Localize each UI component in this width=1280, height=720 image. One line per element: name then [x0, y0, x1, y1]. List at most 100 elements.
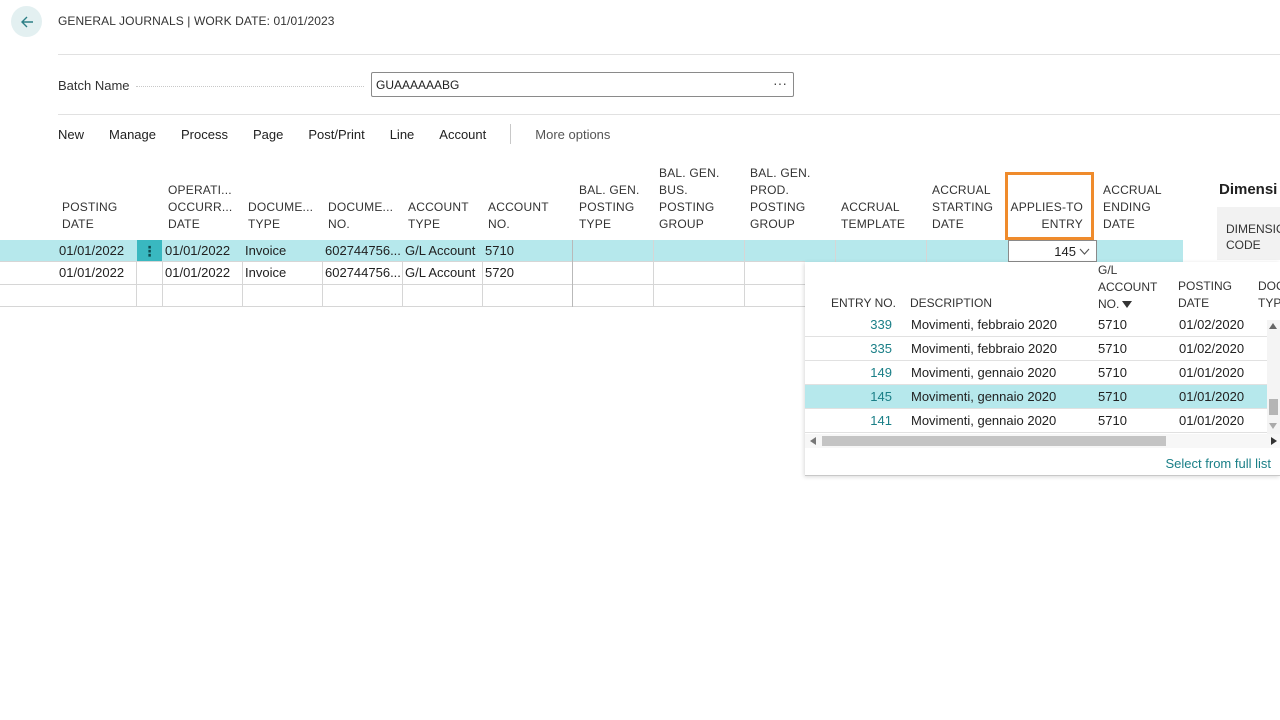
applies-to-entry-input[interactable]: 145	[1008, 240, 1097, 262]
action-line[interactable]: Line	[389, 126, 415, 142]
col-header-account-no[interactable]: ACCOUNT NO.	[488, 200, 549, 231]
col-header-document-type[interactable]: DOCUME... TYPE	[248, 200, 314, 231]
select-from-full-list-link[interactable]: Select from full list	[1165, 456, 1271, 471]
grid-line	[482, 262, 483, 307]
grid-line	[744, 240, 745, 307]
dimensions-panel-header	[1217, 207, 1280, 260]
lookup-entry-no[interactable]: 335	[870, 341, 892, 356]
action-account[interactable]: Account	[439, 126, 487, 142]
cell-occurrence-date[interactable]: 01/01/2022	[165, 243, 231, 258]
lookup-header-description[interactable]: DESCRIPTION	[910, 296, 993, 310]
scroll-right-icon[interactable]	[1271, 437, 1277, 445]
dimension-code-header[interactable]: DIMENSIO CODE	[1226, 222, 1280, 252]
lookup-posting-date: 01/01/2020	[1179, 413, 1245, 428]
action-separator	[510, 124, 512, 144]
lookup-entry-no[interactable]: 149	[870, 365, 892, 380]
action-manage[interactable]: Manage	[109, 126, 156, 142]
chevron-down-icon[interactable]	[1079, 246, 1090, 257]
col-header-applies-to-entry[interactable]: APPLIES-TO ENTRY	[1010, 200, 1083, 231]
back-arrow-icon	[20, 16, 33, 27]
col-header-accrual-template[interactable]: ACCRUAL TEMPLATE	[841, 200, 906, 231]
lookup-gl-account: 5710	[1098, 317, 1127, 332]
lookup-description: Movimenti, gennaio 2020	[911, 413, 1057, 428]
col-header-occurrence-date[interactable]: OPERATI... OCCURR... DATE	[168, 183, 233, 231]
lookup-header-document-type[interactable]: DOC TYP	[1258, 279, 1280, 310]
grid-line	[162, 262, 163, 307]
title-divider	[58, 54, 1280, 55]
action-new[interactable]: New	[58, 126, 85, 142]
more-options-button[interactable]: More options	[535, 126, 611, 142]
lookup-posting-date: 01/02/2020	[1179, 341, 1245, 356]
grid-line	[926, 240, 927, 262]
lookup-header-entry-no[interactable]: ENTRY NO.	[831, 296, 896, 310]
lookup-horizontal-scrollbar[interactable]	[805, 434, 1280, 448]
col-header-bal-gen-posting-type[interactable]: BAL. GEN. POSTING TYPE	[579, 183, 640, 231]
lookup-vertical-scrollbar[interactable]	[1267, 320, 1280, 438]
lookup-gl-account: 5710	[1098, 389, 1127, 404]
cell-occurrence-date[interactable]: 01/01/2022	[165, 265, 231, 280]
lookup-entry-no[interactable]: 145	[870, 389, 892, 404]
lookup-row[interactable]: 335 Movimenti, febbraio 2020 5710 01/02/…	[805, 337, 1267, 361]
table-row[interactable]: 01/01/2022 01/01/2022 Invoice 602744756.…	[0, 240, 1183, 262]
lookup-header-posting-date[interactable]: POSTING DATE	[1178, 279, 1233, 310]
action-bar: New Manage Process Page Post/Print Line …	[58, 124, 610, 144]
grid-line	[835, 240, 836, 262]
lookup-row-selected[interactable]: 145 Movimenti, gennaio 2020 5710 01/01/2…	[805, 385, 1267, 409]
lookup-gl-account: 5710	[1098, 413, 1127, 428]
col-header-account-type[interactable]: ACCOUNT TYPE	[408, 200, 469, 231]
vertical-scroll-thumb[interactable]	[1269, 399, 1278, 415]
cell-document-type[interactable]: Invoice	[245, 243, 287, 258]
lookup-posting-date: 01/01/2020	[1179, 389, 1245, 404]
page-title: GENERAL JOURNALS | WORK DATE: 01/01/2023	[58, 14, 335, 28]
action-post-print[interactable]: Post/Print	[308, 126, 365, 142]
lookup-gl-account: 5710	[1098, 365, 1127, 380]
more-vertical-icon: ⋮	[142, 242, 157, 259]
lookup-entry-no[interactable]: 339	[870, 317, 892, 332]
row-actions-button[interactable]: ⋮	[137, 240, 162, 262]
lookup-row[interactable]: 149 Movimenti, gennaio 2020 5710 01/01/2…	[805, 361, 1267, 385]
lookup-row[interactable]: 141 Movimenti, gennaio 2020 5710 01/01/2…	[805, 409, 1267, 433]
cell-posting-date[interactable]: 01/01/2022	[59, 265, 125, 280]
batch-divider	[58, 114, 1280, 115]
cell-account-type[interactable]: G/L Account	[405, 265, 476, 280]
grid-line	[242, 262, 243, 307]
back-button[interactable]	[11, 6, 42, 37]
batch-lookup-button[interactable]: ···	[773, 75, 787, 91]
cell-document-type[interactable]: Invoice	[245, 265, 287, 280]
lookup-description: Movimenti, gennaio 2020	[911, 365, 1057, 380]
col-header-bal-gen-prod-posting-group[interactable]: BAL. GEN. PROD. POSTING GROUP	[750, 166, 811, 231]
col-header-bal-gen-bus-posting-group[interactable]: BAL. GEN. BUS. POSTING GROUP	[659, 166, 720, 231]
lookup-posting-date: 01/02/2020	[1179, 317, 1245, 332]
lookup-gl-account: 5710	[1098, 341, 1127, 356]
col-header-accrual-ending-date[interactable]: ACCRUAL ENDING DATE	[1103, 183, 1162, 231]
horizontal-scroll-thumb[interactable]	[822, 436, 1166, 446]
cell-account-no[interactable]: 5720	[485, 265, 514, 280]
scroll-down-icon[interactable]	[1269, 423, 1277, 429]
grid-line	[136, 262, 137, 307]
col-header-document-no[interactable]: DOCUME... NO.	[328, 200, 394, 231]
cell-posting-date[interactable]: 01/01/2022	[59, 243, 125, 258]
filter-icon	[1122, 301, 1133, 308]
action-page[interactable]: Page	[252, 126, 284, 142]
cell-account-type[interactable]: G/L Account	[405, 243, 476, 258]
cell-account-no[interactable]: 5710	[485, 243, 514, 258]
grid-line	[322, 262, 323, 307]
scroll-up-icon[interactable]	[1269, 323, 1277, 329]
cell-document-no[interactable]: 602744756...	[325, 265, 401, 280]
lookup-posting-date: 01/01/2020	[1179, 365, 1245, 380]
action-process[interactable]: Process	[181, 126, 228, 142]
lookup-header-gl-account-no[interactable]: G/L ACCOUNT NO.	[1098, 263, 1158, 311]
lookup-row[interactable]: 339 Movimenti, febbraio 2020 5710 01/02/…	[805, 313, 1267, 337]
lookup-description: Movimenti, febbraio 2020	[911, 341, 1057, 356]
grid-line	[572, 240, 573, 307]
scroll-left-icon[interactable]	[810, 437, 816, 445]
batch-name-label: Batch Name	[58, 78, 130, 93]
batch-name-input[interactable]: GUAAAAAABG ···	[371, 72, 794, 97]
applies-to-entry-value: 145	[1054, 244, 1076, 259]
col-header-posting-date[interactable]: POSTING DATE	[62, 200, 118, 231]
grid-line	[0, 261, 805, 262]
lookup-entry-no[interactable]: 141	[870, 413, 892, 428]
col-header-accrual-starting-date[interactable]: ACCRUAL STARTING DATE	[932, 183, 994, 231]
table-row[interactable]: 01/01/2022 01/01/2022 Invoice 602744756.…	[0, 262, 805, 284]
cell-document-no[interactable]: 602744756...	[325, 243, 401, 258]
